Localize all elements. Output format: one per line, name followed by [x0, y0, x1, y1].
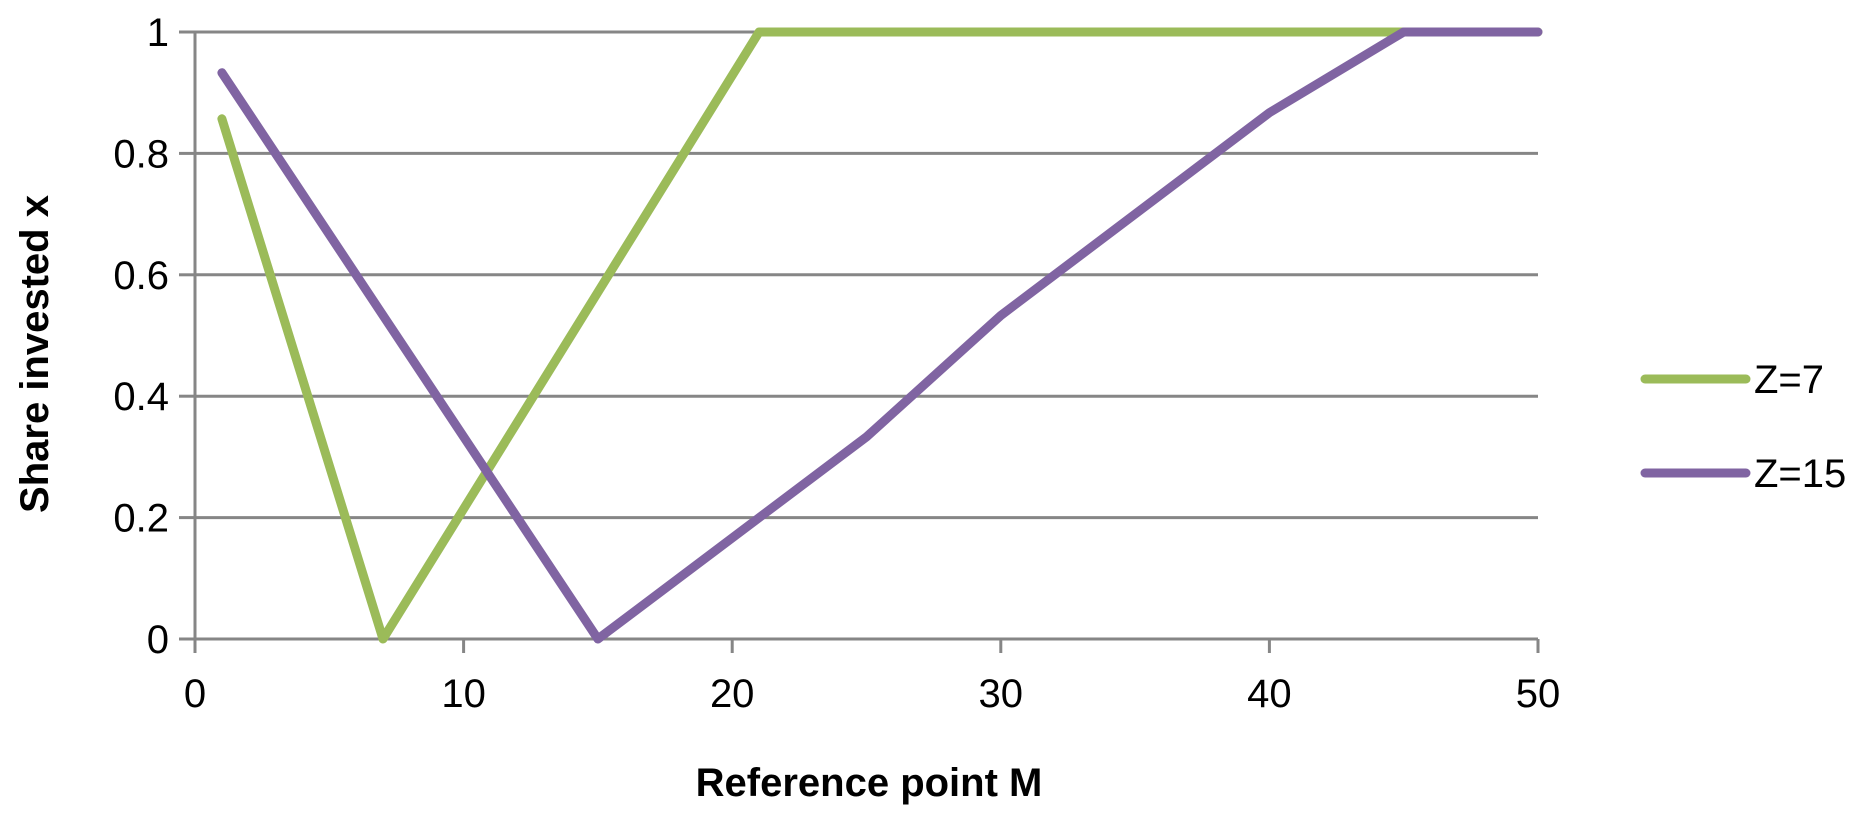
y-tick-label: 1	[147, 11, 169, 55]
x-tick-label: 20	[710, 672, 755, 716]
axes: 00.20.40.60.810 10 20 30 40 50	[113, 11, 1560, 716]
gridlines	[195, 30, 1538, 520]
y-tick-label: 0	[147, 618, 169, 662]
x-tick-label: 50	[1516, 672, 1561, 716]
x-tick-label: 10	[441, 672, 486, 716]
y-axis-title: Share invested x	[13, 195, 57, 513]
y-tick-label: 0.6	[113, 254, 169, 298]
y-tick-label: 0.4	[113, 375, 169, 419]
x-tick-label: 30	[979, 672, 1024, 716]
legend: Z=7 Z=15	[1640, 358, 1846, 496]
data-series	[217, 27, 1543, 644]
x-axis-title: Reference point M	[696, 761, 1043, 805]
series-line-2	[217, 27, 1543, 644]
y-tick-label: 0.8	[113, 132, 169, 176]
x-tick-label: 40	[1247, 672, 1292, 716]
y-tick-label: 0.2	[113, 497, 169, 541]
x-tick-label: 0	[184, 672, 206, 716]
series-line-1	[217, 27, 1543, 644]
legend-label: Z=15	[1754, 452, 1846, 496]
legend-label: Z=7	[1754, 358, 1824, 402]
